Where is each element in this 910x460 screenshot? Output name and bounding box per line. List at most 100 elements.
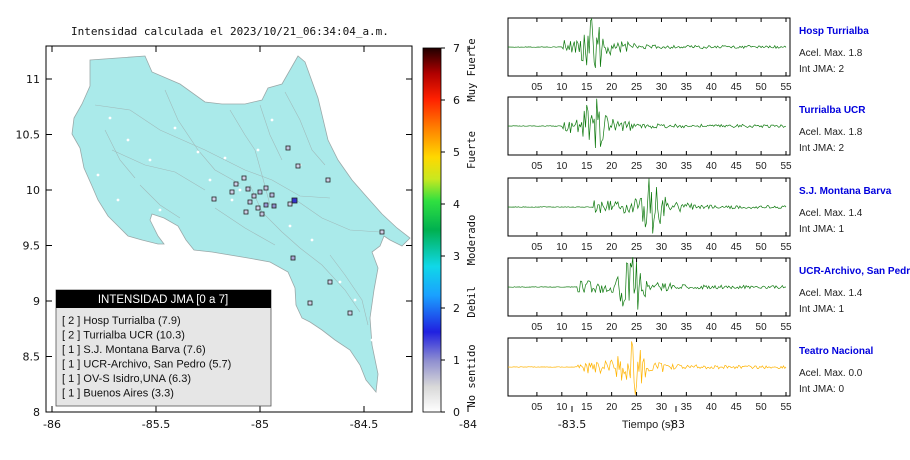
colorbar-tick-label: 6 [453, 94, 460, 107]
waveform-tick-label: 35 [681, 82, 693, 93]
map-y-tick-label: 10.5 [16, 129, 41, 142]
legend-header: INTENSIDAD JMA [0 a 7] [98, 294, 228, 306]
waveform-tick-label: 25 [631, 402, 643, 413]
waveform-tick-label: 15 [581, 161, 593, 172]
waveform-tick-label: 35 [681, 322, 693, 333]
waveform-tick-label: 40 [706, 82, 718, 93]
legend-entries: [ 2 ] Hosp Turrialba (7.9) [ 2 ] Turrialb… [62, 315, 231, 400]
colorbar-band-label: Muy Fuerte [466, 38, 478, 101]
colorbar-tick-label: 4 [453, 198, 460, 211]
waveform-trace [507, 98, 787, 149]
map-x-tick-label: -85.5 [142, 418, 170, 431]
colorbar-tick-label: 1 [453, 354, 460, 367]
waveform-tick-label: 15 [581, 402, 593, 413]
waveform-tick-label: 10 [556, 402, 568, 413]
colorbar-band-label: Debil [466, 286, 478, 318]
colorbar-tick-label: 5 [453, 146, 460, 159]
waveform-panel: 05 10 15 20 25 30 35 40 45 50 55 Hosp Turrialba Acel… [507, 17, 869, 93]
waveform-tick-label: 55 [780, 322, 792, 333]
waveform-trace [507, 17, 787, 68]
legend-entry: [ 2 ] Hosp Turrialba (7.9) [62, 315, 181, 327]
map-y-tick-label: 8 [33, 406, 40, 419]
waveform-tick-label: 10 [556, 242, 568, 253]
station-jma: Int JMA: 1 [799, 224, 844, 235]
map-station-markers [211, 145, 385, 316]
map-legend: INTENSIDAD JMA [0 a 7] [ 2 ] Hosp Turria… [55, 289, 272, 407]
waveform-tick-label: 15 [581, 322, 593, 333]
waveform-tick-label: 30 [656, 322, 668, 333]
waveform-tick-label: 10 [556, 322, 568, 333]
waveform-panel: 05 10 15 20 25 30 35 40 45 50 55 S.J. Montana Barva… [507, 177, 892, 253]
waveform-tick-label: 45 [731, 242, 743, 253]
waveform-tick-label: 40 [706, 402, 718, 413]
waveform-tick-label: 10 [556, 161, 568, 172]
waveform-panel: 05 10 15 20 25 30 35 40 45 50 55 UCR-Archivo, San P… [507, 257, 910, 333]
legend-entry: [ 1 ] UCR-Archivo, San Pedro (5.7) [62, 359, 231, 371]
waveform-tick-label: 40 [706, 161, 718, 172]
station-jma: Int JMA: 2 [799, 64, 844, 75]
station-accel: Acel. Max. 1.4 [799, 208, 863, 219]
waveform-tick-label: 35 [681, 161, 693, 172]
map-y-tick-label: 11 [26, 73, 40, 86]
waveform-tick-label: 50 [756, 322, 768, 333]
waveform-tick-label: 55 [780, 82, 792, 93]
waveform-tick-label: 20 [606, 402, 618, 413]
colorbar-band-label: Moderado [466, 215, 478, 266]
waveform-tick-label: 10 [556, 82, 568, 93]
costa-rica-land [71, 55, 411, 393]
waveform-tick-label: 45 [731, 82, 743, 93]
waveform-tick-label: 45 [731, 322, 743, 333]
colorbar-band-label: No sentido [466, 344, 478, 407]
station-name: UCR-Archivo, San Pedro [799, 266, 910, 277]
map-y-tick-label: 9 [33, 295, 40, 308]
map-title: Intensidad calculada el 2023/10/21_06:34… [71, 25, 389, 38]
waveform-tick-label: 05 [531, 82, 543, 93]
waveform-tick-label: 55 [780, 402, 792, 413]
map-y-tick-label: 8.5 [23, 351, 41, 364]
station-jma: Int JMA: 2 [799, 143, 844, 154]
station-name: Teatro Nacional [799, 346, 873, 357]
waveform-tick-label: 30 [656, 242, 668, 253]
map-y-tick-label: 9.5 [23, 240, 41, 253]
waveform-panels: 05 10 15 20 25 30 35 40 45 50 55 Hosp Turrialba Acel… [507, 17, 910, 413]
waveform-tick-label: 50 [756, 242, 768, 253]
waveform-panel: 05 10 15 20 25 30 35 40 45 50 55 Teatro Nacional Ace… [507, 337, 873, 413]
waveform-tick-label: 20 [606, 322, 618, 333]
waveform-tick-label: 35 [681, 402, 693, 413]
waveform-tick-label: 30 [656, 402, 668, 413]
waveform-tick-label: 05 [531, 402, 543, 413]
waveform-tick-label: 40 [706, 242, 718, 253]
waveform-xlabel: Tiempo (s) [622, 419, 674, 431]
waveform-tick-label: 55 [780, 161, 792, 172]
waveform-tick-label: 05 [531, 242, 543, 253]
map-x-tick-label: -84 [459, 418, 477, 431]
map-town-dots [96, 116, 374, 342]
waveform-trace [507, 178, 787, 234]
waveform-tick-label: 50 [756, 161, 768, 172]
waveform-tick-label: 20 [606, 161, 618, 172]
station-name: S.J. Montana Barva [799, 186, 892, 197]
waveform-tick-label: 20 [606, 242, 618, 253]
station-accel: Acel. Max. 1.4 [799, 288, 863, 299]
station-accel: Acel. Max. 1.8 [799, 48, 863, 59]
colorbar-band-labels: Muy Fuerte Fuerte Moderado Debil No sentido [466, 38, 478, 407]
waveform-tick-label: 40 [706, 322, 718, 333]
waveform-tick-label: 30 [656, 82, 668, 93]
waveform-tick-label: 25 [631, 82, 643, 93]
station-name: Turrialba UCR [799, 105, 866, 116]
map-x-tick-label: -84.5 [350, 418, 378, 431]
station-name: Hosp Turrialba [799, 26, 869, 37]
legend-entry: [ 2 ] Turrialba UCR (10.3) [62, 330, 185, 342]
waveform-tick-label: 25 [631, 322, 643, 333]
waveform-panel: 05 10 15 20 25 30 35 40 45 50 55 Turrialba UCR Acel.… [507, 96, 866, 172]
map-road-network [94, 89, 381, 326]
legend-entry: [ 1 ] S.J. Montana Barva (7.6) [62, 344, 206, 356]
station-jma: Int JMA: 0 [799, 384, 844, 395]
station-jma: Int JMA: 1 [799, 304, 844, 315]
waveform-tick-label: 25 [631, 161, 643, 172]
map-x-tick-label: -85 [251, 418, 269, 431]
waveform-tick-label: 50 [756, 402, 768, 413]
colorbar-tick-label: 3 [453, 250, 460, 263]
waveform-tick-label: 25 [631, 242, 643, 253]
